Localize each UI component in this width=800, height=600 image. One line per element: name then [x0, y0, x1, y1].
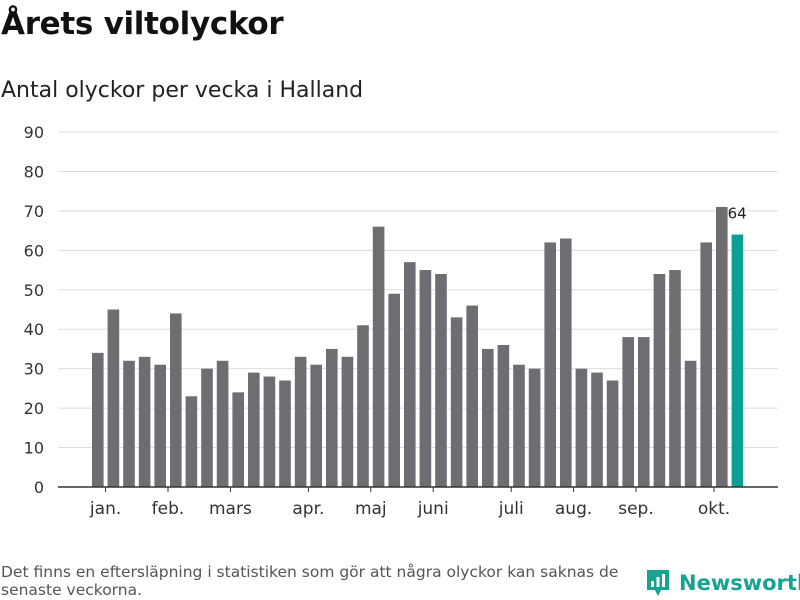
- bar: [513, 364, 525, 487]
- x-tick-label: juli: [498, 499, 524, 519]
- y-tick-label: 50: [24, 281, 44, 300]
- highlight-data-label: 64: [728, 205, 747, 223]
- bar: [544, 242, 556, 487]
- bar: [560, 238, 572, 487]
- bar: [669, 270, 681, 487]
- x-tick-label: aug.: [555, 499, 592, 519]
- bar: [404, 262, 416, 487]
- bars: [92, 206, 744, 487]
- bar: [435, 274, 447, 487]
- y-tick-label: 10: [24, 439, 44, 458]
- y-axis-ticks: 0 10 20 30 40 50 60 70 80 90: [24, 123, 44, 497]
- y-tick-label: 30: [24, 360, 44, 379]
- bar: [575, 368, 588, 487]
- y-tick-label: 0: [34, 478, 44, 497]
- bar: [326, 348, 338, 487]
- x-tick-label: juni: [417, 499, 449, 519]
- footnote: Det finns en eftersläpning i statistiken…: [1, 563, 619, 599]
- bar: [591, 372, 603, 487]
- y-tick-label: 20: [24, 399, 44, 418]
- y-tick-label: 70: [24, 202, 44, 221]
- bar: [138, 356, 151, 487]
- y-tick-label: 40: [24, 320, 44, 339]
- bar: [263, 376, 276, 487]
- bar: [201, 368, 213, 487]
- chart-title: Årets viltolyckor: [1, 6, 284, 42]
- newsworthy-logo: Newsworthy: [645, 568, 800, 598]
- bar-highlight: [731, 234, 744, 487]
- x-tick-label: mars: [209, 499, 252, 519]
- bar: [279, 380, 291, 487]
- newsworthy-logo-icon: [647, 570, 669, 596]
- bar: [419, 270, 432, 487]
- bar: [248, 372, 260, 487]
- chart-subtitle: Antal olyckor per vecka i Halland: [1, 78, 364, 103]
- y-tick-label: 60: [24, 241, 44, 260]
- bar: [716, 206, 728, 487]
- bar: [185, 396, 198, 487]
- bar: [341, 356, 354, 487]
- bar: [154, 364, 166, 487]
- bar: [684, 360, 697, 487]
- bar: [482, 348, 494, 487]
- bar: [466, 305, 478, 487]
- bar: [92, 352, 104, 487]
- x-tick-label: okt.: [698, 499, 730, 519]
- bar: [528, 368, 541, 487]
- bar: [450, 317, 463, 487]
- bar: [107, 309, 120, 487]
- bar: [372, 226, 385, 487]
- bar: [216, 360, 229, 487]
- x-tick-label: maj: [355, 499, 387, 519]
- bar: [606, 380, 619, 487]
- bar: [170, 313, 182, 487]
- bar: [232, 392, 244, 487]
- bar: [497, 345, 510, 487]
- bar: [653, 274, 666, 487]
- annotations: 64: [728, 205, 747, 223]
- y-tick-label: 90: [24, 123, 44, 142]
- bar: [638, 337, 650, 487]
- bar: [622, 337, 634, 487]
- bar: [357, 325, 369, 487]
- x-axis-month-labels: jan. feb. mars apr. maj juni juli aug. sep. okt.: [89, 487, 730, 519]
- bar: [388, 293, 400, 487]
- bar: [310, 364, 322, 487]
- brand-name: Newsworthy: [679, 571, 800, 595]
- x-tick-label: sep.: [618, 499, 654, 519]
- bar: [294, 356, 307, 487]
- x-tick-label: feb.: [152, 499, 185, 519]
- x-tick-label: apr.: [292, 499, 324, 519]
- bar: [700, 242, 712, 487]
- x-tick-label: jan.: [89, 499, 121, 519]
- bar: [123, 360, 135, 487]
- y-tick-label: 80: [24, 162, 44, 181]
